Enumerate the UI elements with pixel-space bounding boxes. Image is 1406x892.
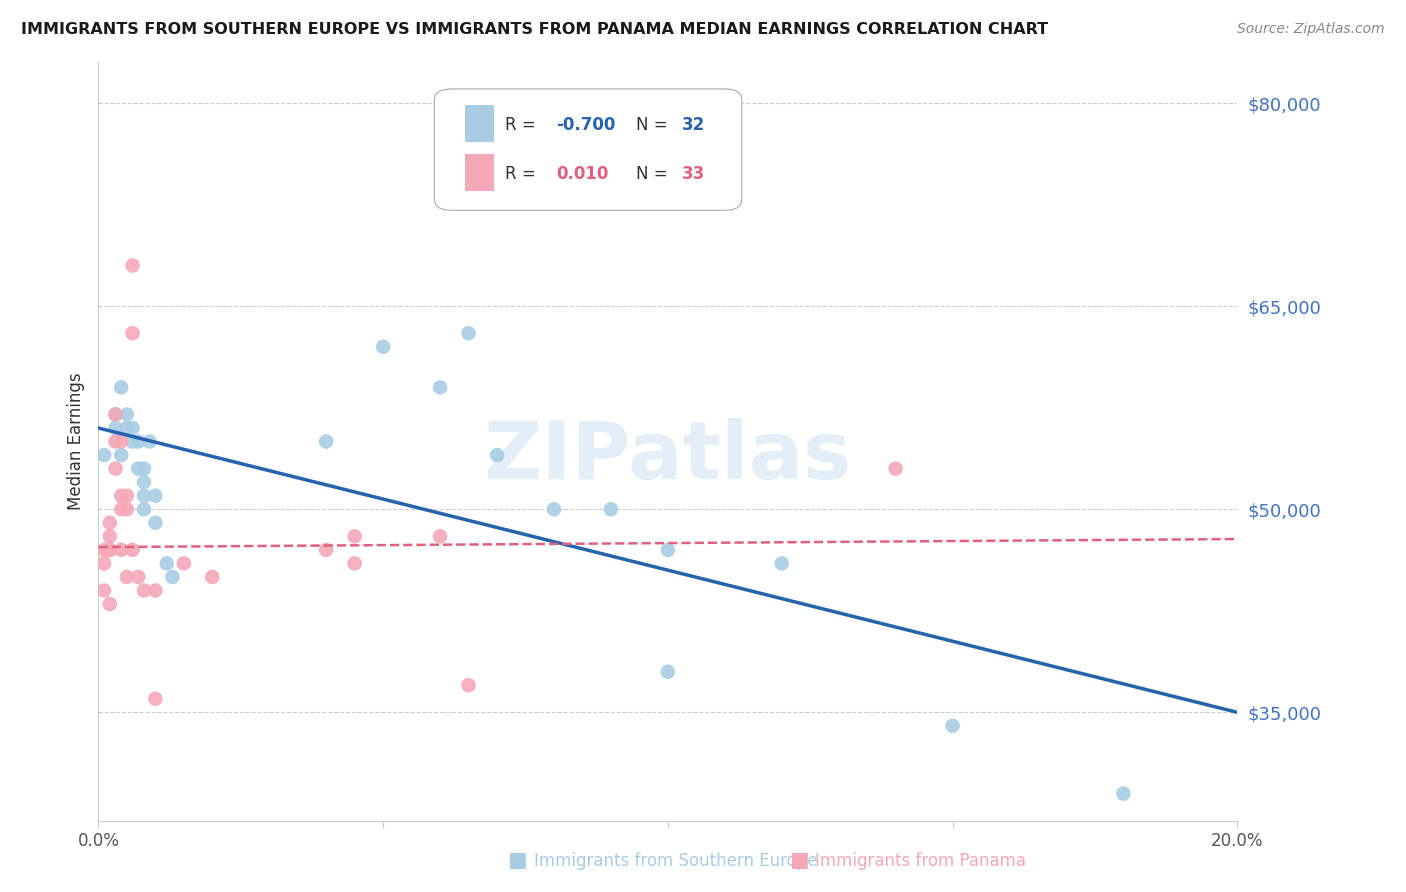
- Point: [145, 583, 167, 598]
- Point: [543, 502, 565, 516]
- Point: [93, 583, 115, 598]
- Point: [884, 461, 907, 475]
- Point: [93, 557, 115, 571]
- Point: [343, 557, 366, 571]
- Point: [127, 570, 149, 584]
- Text: Source: ZipAtlas.com: Source: ZipAtlas.com: [1237, 22, 1385, 37]
- Point: [115, 489, 138, 503]
- Point: [156, 557, 179, 571]
- Text: -0.700: -0.700: [557, 116, 616, 134]
- Point: [110, 542, 132, 557]
- Text: 33: 33: [682, 165, 704, 183]
- Point: [104, 434, 127, 449]
- Point: [121, 259, 143, 273]
- Point: [138, 434, 160, 449]
- Text: ■: ■: [789, 850, 808, 870]
- Point: [93, 448, 115, 462]
- Point: [1112, 787, 1135, 801]
- Point: [132, 475, 155, 490]
- Point: [121, 326, 143, 341]
- Point: [121, 542, 143, 557]
- Point: [98, 542, 121, 557]
- Point: [127, 434, 149, 449]
- Point: [315, 542, 337, 557]
- Point: [486, 448, 509, 462]
- Point: [173, 557, 195, 571]
- Point: [132, 583, 155, 598]
- Point: [657, 542, 679, 557]
- Text: N =: N =: [636, 165, 673, 183]
- Point: [104, 408, 127, 422]
- Point: [657, 665, 679, 679]
- Point: [115, 570, 138, 584]
- FancyBboxPatch shape: [465, 105, 494, 142]
- Point: [770, 557, 793, 571]
- Point: [201, 570, 224, 584]
- Point: [121, 434, 143, 449]
- Point: [315, 434, 337, 449]
- Point: [373, 340, 395, 354]
- Point: [145, 691, 167, 706]
- Point: [162, 570, 184, 584]
- Point: [98, 516, 121, 530]
- Point: [343, 529, 366, 543]
- Point: [145, 489, 167, 503]
- Point: [98, 529, 121, 543]
- Point: [127, 461, 149, 475]
- Point: [93, 542, 115, 557]
- Text: ZIPatlas: ZIPatlas: [484, 417, 852, 496]
- Point: [110, 380, 132, 394]
- Text: ■: ■: [508, 850, 527, 870]
- Point: [110, 448, 132, 462]
- Text: R =: R =: [505, 165, 541, 183]
- FancyBboxPatch shape: [465, 154, 494, 191]
- Point: [115, 502, 138, 516]
- Point: [132, 489, 155, 503]
- Point: [457, 678, 479, 692]
- Text: R =: R =: [505, 116, 541, 134]
- Point: [457, 326, 479, 341]
- Point: [110, 434, 132, 449]
- Point: [104, 408, 127, 422]
- Point: [115, 408, 138, 422]
- Point: [145, 516, 167, 530]
- Y-axis label: Median Earnings: Median Earnings: [66, 373, 84, 510]
- Point: [429, 380, 451, 394]
- Point: [110, 502, 132, 516]
- Point: [98, 597, 121, 611]
- Text: IMMIGRANTS FROM SOUTHERN EUROPE VS IMMIGRANTS FROM PANAMA MEDIAN EARNINGS CORREL: IMMIGRANTS FROM SOUTHERN EUROPE VS IMMIG…: [21, 22, 1049, 37]
- Point: [98, 542, 121, 557]
- Point: [104, 461, 127, 475]
- Point: [121, 421, 143, 435]
- Text: N =: N =: [636, 116, 673, 134]
- Text: Immigrants from Southern Europe: Immigrants from Southern Europe: [534, 852, 818, 870]
- FancyBboxPatch shape: [434, 89, 742, 211]
- Text: Immigrants from Panama: Immigrants from Panama: [815, 852, 1026, 870]
- Point: [942, 719, 965, 733]
- Text: 0.010: 0.010: [557, 165, 609, 183]
- Text: 32: 32: [682, 116, 704, 134]
- Point: [110, 489, 132, 503]
- Point: [132, 461, 155, 475]
- Point: [429, 529, 451, 543]
- Point: [600, 502, 623, 516]
- Point: [104, 421, 127, 435]
- Point: [132, 502, 155, 516]
- Point: [115, 421, 138, 435]
